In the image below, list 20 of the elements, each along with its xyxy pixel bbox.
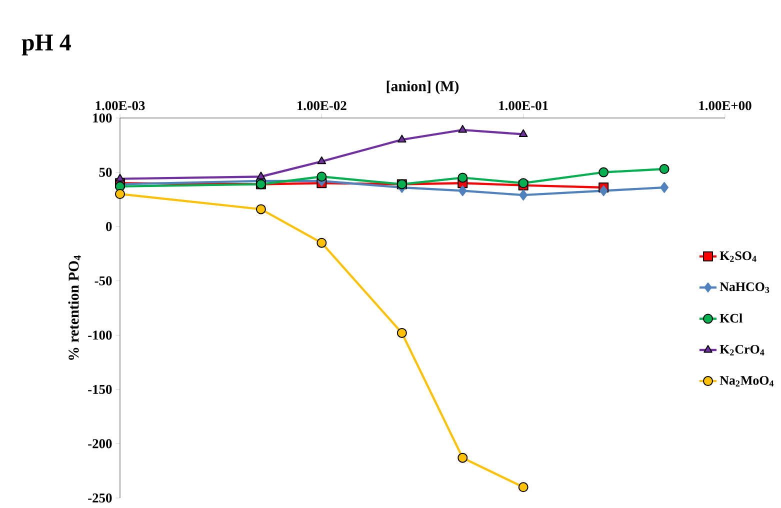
y-axis-title: % retention PO$_{4}$ bbox=[68, 255, 81, 360]
y-tick-label: 50 bbox=[99, 168, 112, 177]
y-tick-label: -150 bbox=[88, 384, 112, 394]
y-tick-label: -100 bbox=[88, 330, 112, 340]
legend-label: Na$_{2}$MoO$_{4}$ bbox=[720, 376, 774, 386]
chart-title: pH 4 bbox=[22, 34, 71, 56]
legend-label: K$_{2}$SO$_{4}$ bbox=[720, 251, 756, 262]
x-tick-label: 1.00E-02 bbox=[298, 101, 346, 110]
y-tick-label: -50 bbox=[94, 276, 112, 286]
x-axis-title: [anion] (M) bbox=[386, 80, 459, 94]
legend-label: NaHCO$_{3}$ bbox=[720, 282, 770, 293]
y-tick-label: -200 bbox=[88, 439, 112, 448]
y-tick-label: 100 bbox=[93, 113, 112, 123]
y-tick-label: -250 bbox=[88, 493, 112, 503]
legend-label: K$_{2}$CrO$_{4}$ bbox=[720, 344, 764, 356]
y-tick-label: 0 bbox=[106, 222, 112, 232]
legend-label: KCl bbox=[720, 313, 742, 323]
x-tick-label: 1.00E-03 bbox=[96, 101, 145, 110]
x-tick-label: 1.00E+00 bbox=[699, 101, 752, 110]
x-tick-label: 1.00E-01 bbox=[499, 101, 548, 110]
